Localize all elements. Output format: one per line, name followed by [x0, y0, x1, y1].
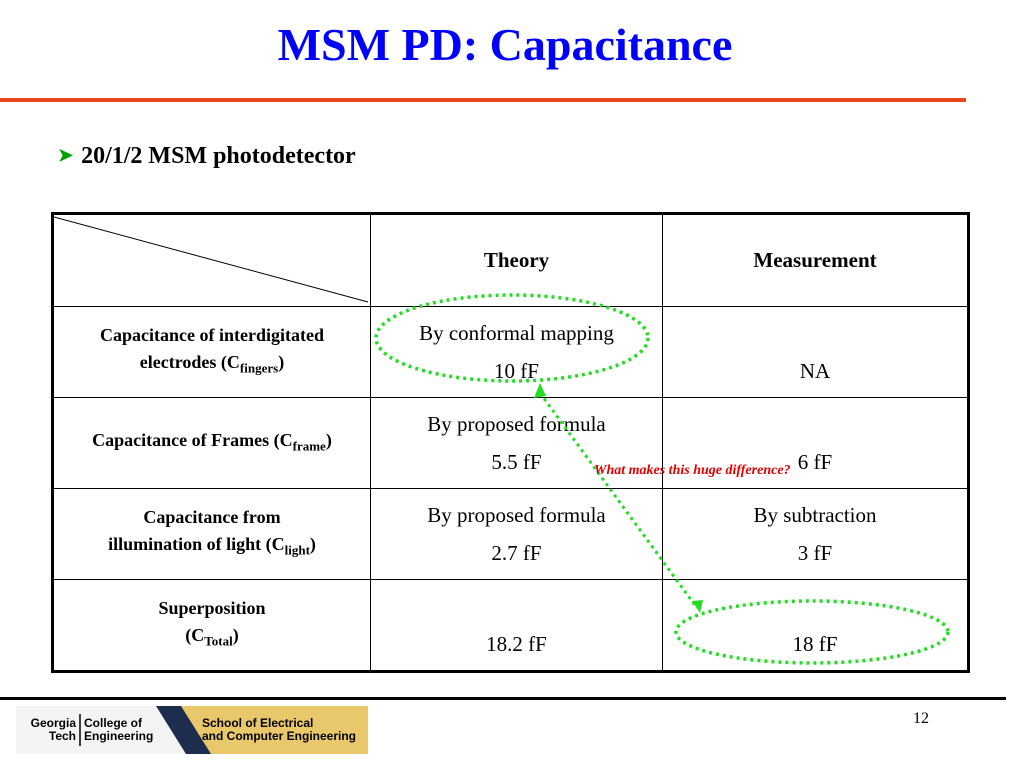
row-label-frame: Capacitance of Frames (Cframe) [52, 397, 371, 489]
diagonal-stroke [54, 216, 369, 303]
logo-school: School of Electrical and Computer Enginee… [202, 716, 357, 743]
measurement-value: 18 fF [792, 632, 838, 656]
table-header-row: Theory Measurement [52, 213, 969, 307]
theory-value: 18.2 fF [486, 632, 547, 656]
bullet-text: 20/1/2 MSM photodetector [81, 143, 356, 169]
arrowhead-down-icon [692, 600, 703, 613]
logo-background [16, 706, 368, 754]
logo-navy-stripe [156, 706, 211, 754]
page-number: 12 [913, 710, 929, 727]
row-label-light: Capacitance from illumination of light (… [52, 488, 371, 580]
measurement-method: By subtraction [753, 503, 877, 527]
logo-college: College of Engineering [84, 716, 154, 743]
measurement-value: 6 fF [797, 450, 833, 474]
theory-value: 5.5 fF [491, 450, 542, 474]
logo-georgia-tech: Georgia Tech [30, 716, 76, 743]
measurement-value: 3 fF [797, 541, 833, 565]
theory-method: By proposed formula [427, 503, 606, 527]
theory-method: By conformal mapping [419, 321, 614, 345]
table-row: Capacitance of Frames (Cframe) By propos… [52, 397, 969, 489]
capacitance-table: Theory Measurement Capacitance of interd… [51, 212, 970, 673]
connector-arrow-line [538, 392, 699, 609]
theory-cell: By proposed formula 5.5 fF [370, 397, 663, 489]
measurement-cell: 6 fF [662, 397, 969, 489]
theory-cell: 18.2 fF [370, 579, 663, 672]
bullet-arrow-icon: ➤ [58, 145, 74, 165]
header-theory: Theory [370, 213, 663, 307]
total-highlight-ellipse [674, 599, 950, 665]
logo-gold-band [166, 706, 368, 754]
footer-rule [0, 697, 1006, 700]
table-row: Superposition (CTotal) 18.2 fF 18 fF [52, 579, 969, 672]
slide-title: MSM PD: Capacitance [277, 19, 733, 70]
theory-value: 10 fF [494, 359, 539, 383]
institution-logo: Georgia Tech College of Engineering School… [16, 706, 368, 754]
theory-method: By proposed formula [427, 412, 606, 436]
bullet-item: ➤ 20/1/2 MSM photodetector [58, 143, 356, 170]
annotation-note: What makes this huge difference? [594, 463, 791, 478]
theory-highlight-ellipse [374, 293, 650, 383]
measurement-cell: 18 fF [662, 579, 969, 672]
theory-value: 2.7 fF [491, 541, 542, 565]
title-underline [0, 98, 966, 102]
row-label-total: Superposition (CTotal) [52, 579, 371, 672]
measurement-value: NA [799, 359, 831, 383]
arrowhead-up-icon [534, 383, 546, 398]
table-row: Capacitance from illumination of light (… [52, 488, 969, 580]
corner-diagonal-line [54, 216, 369, 303]
row-label-fingers: Capacitance of interdigitated electrodes… [52, 306, 371, 398]
measurement-cell: NA [662, 306, 969, 398]
measurement-cell: By subtraction 3 fF [662, 488, 969, 580]
